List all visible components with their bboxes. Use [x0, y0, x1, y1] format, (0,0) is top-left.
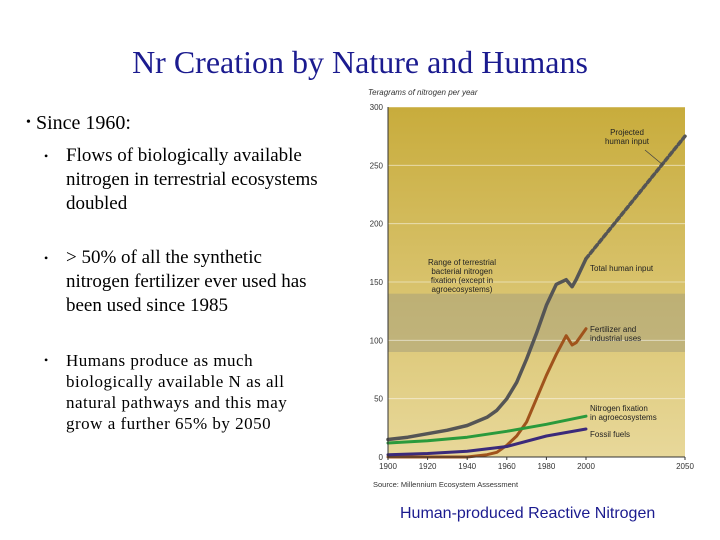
leader-projected [644, 149, 664, 166]
y-tick-label: 50 [374, 395, 383, 404]
label-band: Range of terrestrial [428, 258, 496, 267]
x-tick-label: 1900 [379, 462, 397, 471]
series-line-total [386, 256, 588, 442]
label-band: fixation (except in [431, 276, 493, 285]
y-tick-label: 100 [370, 336, 384, 345]
bullet-dot-icon: • [44, 251, 49, 265]
label-fossil: Fossil fuels [590, 430, 630, 439]
bullet-item: • Humans produce as much biologically av… [28, 350, 328, 434]
label-band: agroecosystems) [432, 285, 493, 294]
bullet-dot-icon: • [44, 149, 49, 163]
label-fertilizer: Fertilizer and [590, 325, 636, 334]
x-tick-label: 1920 [419, 462, 437, 471]
slide-title: Nr Creation by Nature and Humans [132, 44, 588, 80]
bullet-text: Flows of biologically available nitrogen… [66, 145, 318, 214]
bullet-text: > 50% of all the synthetic nitrogen fert… [66, 247, 307, 316]
label-total: Total human input [590, 264, 654, 273]
y-axis-label: Teragrams of nitrogen per year [368, 88, 478, 97]
chart-svg: 0 50 100 150 200 250 300 1900 1920 1940 1960 1980 20… [368, 88, 694, 489]
chart-caption: Human-produced Reactive Nitrogen [400, 505, 656, 522]
y-tick-label: 300 [370, 103, 384, 112]
bullet-item: • Flows of biologically available nitrog… [28, 144, 328, 216]
y-tick-label: 150 [370, 278, 384, 287]
series-line-projected [584, 134, 687, 261]
label-projected: Projected [610, 128, 644, 137]
bullet-heading: Since 1960: [26, 112, 328, 134]
source-note: Source: Millennium Ecosystem Assessment [373, 480, 519, 489]
label-band: bacterial nitrogen [431, 267, 492, 276]
series-line-fixation [386, 414, 588, 445]
x-tick-label: 1960 [498, 462, 516, 471]
nitrogen-chart: 0 50 100 150 200 250 300 1900 1920 1940 1960 1980 20… [345, 85, 720, 500]
label-fertilizer: industrial uses [590, 334, 641, 343]
label-projected: human input [605, 137, 650, 146]
label-fixation: in agroecosystems [590, 413, 657, 422]
bacterial-fixation-band [388, 293, 685, 352]
bullet-dot-icon: • [44, 353, 49, 367]
series-line-fossil [386, 427, 588, 457]
bullet-item: • > 50% of all the synthetic nitrogen fe… [28, 246, 328, 318]
y-tick-label: 200 [370, 220, 384, 229]
x-tick-label: 1940 [458, 462, 476, 471]
y-tick-label: 250 [370, 161, 384, 170]
bullet-text: Humans produce as much biologically avai… [66, 351, 288, 433]
series-line-fertilizer [386, 327, 588, 459]
x-tick-label: 1980 [538, 462, 556, 471]
label-fixation: Nitrogen fixation [590, 404, 648, 413]
bullet-list: Since 1960: • Flows of biologically avai… [26, 112, 328, 434]
y-tick-label: 0 [379, 453, 384, 462]
x-tick-label: 2050 [676, 462, 694, 471]
x-tick-label: 2000 [577, 462, 595, 471]
